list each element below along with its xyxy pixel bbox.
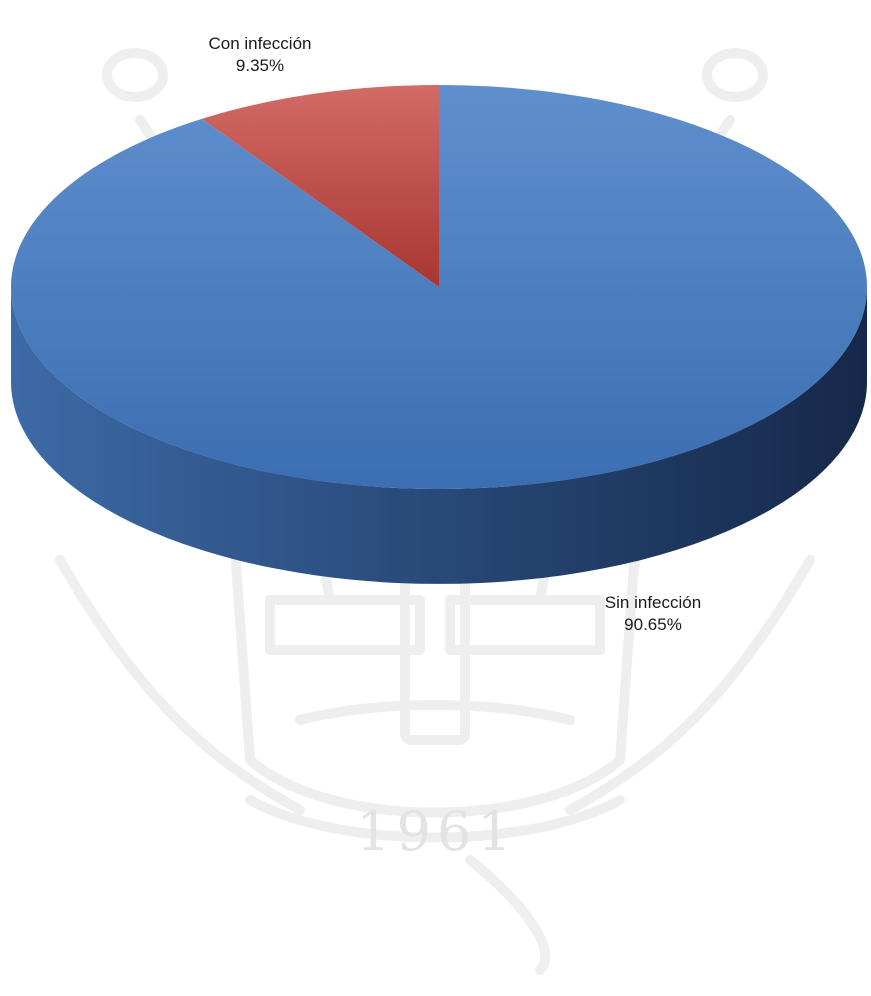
slice-label-sin-infeccion-value: 90.65% — [624, 615, 682, 634]
slice-label-con-infeccion-value: 9.35% — [235, 56, 285, 75]
slice-label-sin-infeccion-name: Sin infección — [604, 593, 702, 612]
pie-slice-sin-infeccion — [11, 84, 868, 489]
slice-label-con-infeccion: Con infección 9.35% — [185, 33, 335, 77]
pie-3d-group — [11, 84, 868, 584]
pie-slice-con-infeccion — [201, 85, 439, 287]
slice-label-sin-infeccion: Sin infección 90.65% — [578, 592, 728, 636]
watermark-year: 1961 — [356, 800, 517, 863]
pie-side-wall — [11, 287, 867, 584]
slice-label-con-infeccion-name: Con infección — [208, 34, 312, 53]
